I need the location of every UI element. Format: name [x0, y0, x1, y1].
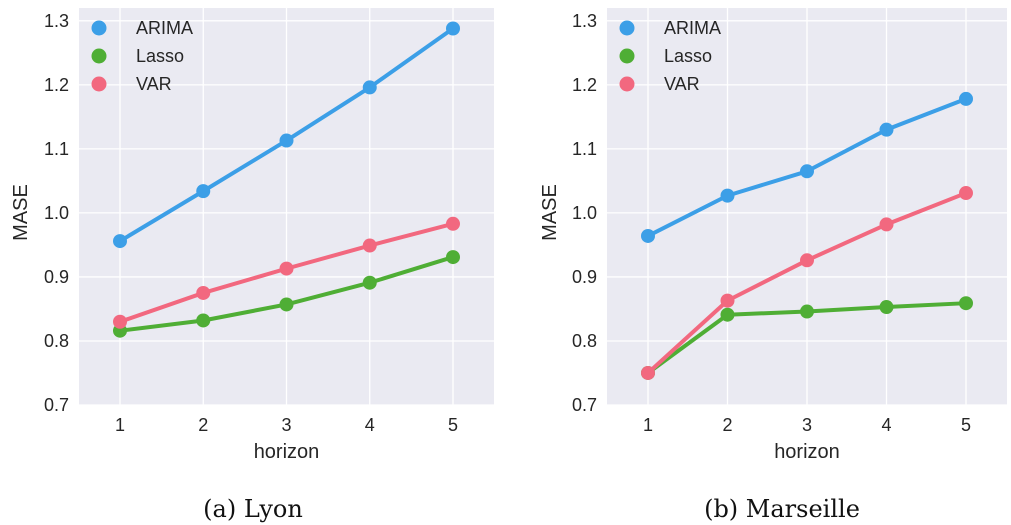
- y-tick-label: 1.2: [572, 75, 597, 95]
- y-tick-label: 1.0: [572, 203, 597, 223]
- caption-marseille: (b) Marseille: [704, 495, 860, 523]
- x-tick-label: 2: [198, 415, 208, 435]
- data-point-arima: [446, 21, 460, 36]
- data-point-arima: [641, 228, 655, 243]
- data-point-var: [279, 261, 294, 276]
- y-tick-label: 1.2: [44, 75, 69, 95]
- legend-marker-arima: [91, 20, 107, 36]
- data-point-arima: [959, 91, 973, 106]
- legend-label-var: VAR: [136, 74, 172, 94]
- data-point-arima: [362, 80, 377, 95]
- y-tick-label: 1.3: [572, 11, 597, 31]
- legend-marker-lasso: [619, 48, 635, 64]
- legend-marker-arima: [619, 20, 635, 36]
- data-point-var: [720, 293, 735, 308]
- data-point-var: [641, 365, 655, 380]
- y-tick-label: 0.8: [572, 331, 597, 351]
- x-axis-label: horizon: [774, 441, 840, 463]
- data-point-var: [800, 253, 814, 268]
- x-axis-label: horizon: [254, 441, 320, 463]
- legend-label-var: VAR: [664, 74, 700, 94]
- legend-marker-lasso: [91, 48, 107, 64]
- x-tick-label: 4: [881, 415, 891, 435]
- legend-marker-var: [91, 76, 107, 92]
- data-point-var: [196, 285, 211, 300]
- data-point-lasso: [362, 275, 377, 290]
- data-point-lasso: [800, 304, 814, 319]
- legend-label-arima: ARIMA: [664, 18, 721, 38]
- data-point-var: [446, 216, 460, 231]
- x-tick-label: 2: [722, 415, 732, 435]
- data-point-arima: [279, 133, 294, 148]
- y-tick-label: 1.1: [44, 139, 69, 159]
- data-point-lasso: [720, 307, 735, 322]
- data-point-var: [959, 186, 973, 201]
- data-point-arima: [800, 164, 814, 179]
- data-point-arima: [879, 122, 894, 137]
- data-point-lasso: [196, 313, 211, 328]
- y-tick-label: 0.7: [572, 395, 597, 415]
- y-tick-label: 0.9: [44, 267, 69, 287]
- data-point-lasso: [446, 250, 460, 265]
- y-tick-label: 0.9: [572, 267, 597, 287]
- data-point-var: [362, 238, 377, 253]
- x-tick-label: 5: [448, 415, 458, 435]
- y-axis-label: MASE: [539, 184, 561, 241]
- x-tick-label: 5: [961, 415, 971, 435]
- x-tick-label: 3: [281, 415, 291, 435]
- y-axis-label: MASE: [10, 184, 32, 241]
- y-tick-label: 1.3: [44, 11, 69, 31]
- data-point-lasso: [879, 300, 894, 315]
- x-tick-label: 1: [643, 415, 653, 435]
- chart-panel-marseille: 0.7 0.8 0.9 1.0 1.1 1.2 1.3 1 2 3 4 5 horizon MASE ARI…: [539, 8, 1007, 523]
- legend-label-lasso: Lasso: [136, 46, 184, 66]
- data-point-arima: [113, 234, 127, 249]
- x-tick-label: 3: [802, 415, 812, 435]
- data-point-arima: [196, 184, 211, 199]
- x-tick-label: 1: [115, 415, 125, 435]
- x-tick-label: 4: [365, 415, 375, 435]
- legend-marker-var: [619, 76, 635, 92]
- y-tick-label: 0.8: [44, 331, 69, 351]
- data-point-arima: [720, 188, 735, 203]
- legend-label-lasso: Lasso: [664, 46, 712, 66]
- caption-lyon: (a) Lyon: [203, 495, 303, 523]
- chart-panel-lyon: 0.7 0.8 0.9 1.0 1.1 1.2 1.3 1 2 3 4 5 horizon MASE ARI…: [10, 8, 494, 523]
- y-tick-label: 0.7: [44, 395, 69, 415]
- data-point-var: [113, 314, 127, 329]
- data-point-var: [879, 217, 894, 232]
- legend-label-arima: ARIMA: [136, 18, 193, 38]
- data-point-lasso: [279, 297, 294, 312]
- y-tick-label: 1.0: [44, 203, 69, 223]
- data-point-lasso: [959, 296, 973, 311]
- y-tick-label: 1.1: [572, 139, 597, 159]
